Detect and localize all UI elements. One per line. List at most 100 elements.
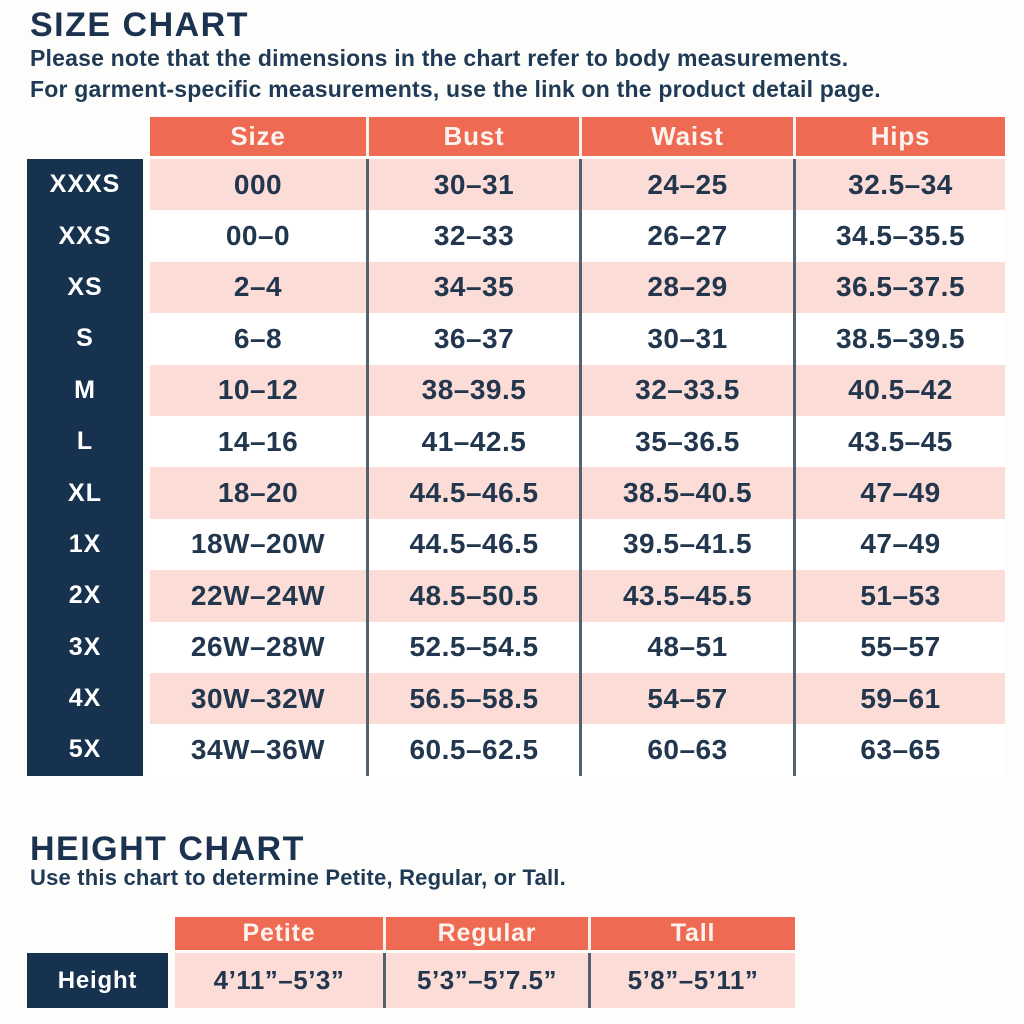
- size-cell-hips: 59–61: [793, 672, 1005, 725]
- height-cell-regular: 5’3”–5’7.5”: [383, 953, 588, 1008]
- column-gap: [143, 210, 150, 261]
- size-row-m: M 10–12 38–39.5 32–33.5 40.5–42: [27, 364, 1005, 416]
- height-col-header-tall: Tall: [588, 917, 795, 950]
- size-row-label: M: [27, 364, 143, 416]
- size-row-label: 3X: [27, 621, 143, 673]
- height-col-header-petite: Petite: [175, 917, 383, 950]
- size-col-header-size: Size: [150, 117, 366, 156]
- size-cell-size: 18W–20W: [150, 518, 366, 571]
- size-cell-hips: 34.5–35.5: [793, 210, 1005, 262]
- column-gap: [168, 953, 175, 1008]
- column-gap: [143, 365, 150, 416]
- size-cell-hips: 55–57: [793, 621, 1005, 673]
- column-gap: [143, 622, 150, 673]
- size-cell-waist: 32–33.5: [579, 364, 793, 416]
- size-cell-waist: 60–63: [579, 724, 793, 776]
- size-cell-size: 18–20: [150, 467, 366, 519]
- size-cell-bust: 44.5–46.5: [366, 518, 579, 571]
- size-cell-bust: 48.5–50.5: [366, 570, 579, 622]
- size-cell-bust: 44.5–46.5: [366, 467, 579, 519]
- size-row-xxxs: XXXS 000 30–31 24–25 32.5–34: [27, 159, 1005, 211]
- size-cell-size: 34W–36W: [150, 724, 366, 776]
- size-cell-waist: 54–57: [579, 672, 793, 725]
- column-gap: [143, 313, 150, 364]
- size-cell-bust: 56.5–58.5: [366, 672, 579, 725]
- size-row-5x: 5X 34W–36W 60.5–62.5 60–63 63–65: [27, 724, 1005, 776]
- size-row-label: 1X: [27, 518, 143, 571]
- height-col-header-regular: Regular: [383, 917, 588, 950]
- size-cell-bust: 36–37: [366, 313, 579, 365]
- size-cell-size: 000: [150, 159, 366, 211]
- height-cell-petite: 4’11”–5’3”: [175, 953, 383, 1008]
- size-row-label: S: [27, 313, 143, 365]
- size-cell-size: 14–16: [150, 415, 366, 468]
- size-cell-bust: 60.5–62.5: [366, 724, 579, 776]
- size-row-label: 2X: [27, 570, 143, 622]
- size-row-label: XL: [27, 467, 143, 519]
- size-row-2x: 2X 22W–24W 48.5–50.5 43.5–45.5 51–53: [27, 570, 1005, 622]
- height-cell-tall: 5’8”–5’11”: [588, 953, 795, 1008]
- size-cell-waist: 26–27: [579, 210, 793, 262]
- size-row-4x: 4X 30W–32W 56.5–58.5 54–57 59–61: [27, 672, 1005, 725]
- height-chart-row: Height 4’11”–5’3” 5’3”–5’7.5” 5’8”–5’11”: [27, 953, 795, 1008]
- size-row-xs: XS 2–4 34–35 28–29 36.5–37.5: [27, 261, 1005, 314]
- size-cell-bust: 30–31: [366, 159, 579, 211]
- size-cell-hips: 51–53: [793, 570, 1005, 622]
- size-cell-bust: 32–33: [366, 210, 579, 262]
- size-row-xxs: XXS 00–0 32–33 26–27 34.5–35.5: [27, 210, 1005, 262]
- size-cell-waist: 43.5–45.5: [579, 570, 793, 622]
- size-cell-waist: 39.5–41.5: [579, 518, 793, 571]
- size-cell-size: 30W–32W: [150, 672, 366, 725]
- column-gap: [143, 262, 150, 313]
- column-gap: [143, 724, 150, 775]
- size-chart-note-line1: Please note that the dimensions in the c…: [30, 45, 849, 71]
- size-cell-size: 10–12: [150, 364, 366, 416]
- size-chart-header-row: Size Bust Waist Hips: [150, 117, 1005, 156]
- size-row-label: 5X: [27, 724, 143, 776]
- column-gap: [143, 159, 150, 210]
- size-cell-bust: 52.5–54.5: [366, 621, 579, 673]
- size-cell-hips: 47–49: [793, 467, 1005, 519]
- size-cell-hips: 38.5–39.5: [793, 313, 1005, 365]
- size-chart-title: SIZE CHART: [30, 6, 249, 44]
- height-chart-header-row: Petite Regular Tall: [175, 917, 795, 950]
- size-cell-size: 2–4: [150, 261, 366, 314]
- size-row-label: L: [27, 415, 143, 468]
- size-cell-waist: 48–51: [579, 621, 793, 673]
- size-cell-waist: 24–25: [579, 159, 793, 211]
- column-gap: [143, 416, 150, 467]
- column-gap: [143, 519, 150, 570]
- size-row-xl: XL 18–20 44.5–46.5 38.5–40.5 47–49: [27, 467, 1005, 519]
- size-cell-bust: 41–42.5: [366, 415, 579, 468]
- size-cell-waist: 38.5–40.5: [579, 467, 793, 519]
- size-cell-size: 22W–24W: [150, 570, 366, 622]
- column-gap: [143, 467, 150, 518]
- size-cell-waist: 30–31: [579, 313, 793, 365]
- size-row-label: 4X: [27, 672, 143, 725]
- size-row-label: XXS: [27, 210, 143, 262]
- size-row-l: L 14–16 41–42.5 35–36.5 43.5–45: [27, 415, 1005, 468]
- size-row-s: S 6–8 36–37 30–31 38.5–39.5: [27, 313, 1005, 365]
- size-cell-hips: 36.5–37.5: [793, 261, 1005, 314]
- size-cell-waist: 35–36.5: [579, 415, 793, 468]
- size-cell-size: 26W–28W: [150, 621, 366, 673]
- size-cell-hips: 47–49: [793, 518, 1005, 571]
- size-row-1x: 1X 18W–20W 44.5–46.5 39.5–41.5 47–49: [27, 518, 1005, 571]
- size-col-header-waist: Waist: [579, 117, 793, 156]
- size-cell-size: 6–8: [150, 313, 366, 365]
- size-cell-hips: 63–65: [793, 724, 1005, 776]
- size-cell-hips: 40.5–42: [793, 364, 1005, 416]
- size-chart-note-line2: For garment-specific measurements, use t…: [30, 76, 881, 102]
- size-cell-size: 00–0: [150, 210, 366, 262]
- size-cell-bust: 38–39.5: [366, 364, 579, 416]
- size-cell-hips: 43.5–45: [793, 415, 1005, 468]
- height-chart-title: HEIGHT CHART: [30, 830, 305, 868]
- size-col-header-hips: Hips: [793, 117, 1005, 156]
- column-gap: [143, 570, 150, 621]
- size-row-label: XXXS: [27, 159, 143, 211]
- size-col-header-bust: Bust: [366, 117, 579, 156]
- size-chart-table: XXXS 000 30–31 24–25 32.5–34 XXS 00–0 32–33 26–2…: [27, 159, 1005, 776]
- size-cell-bust: 34–35: [366, 261, 579, 314]
- height-row-label: Height: [27, 953, 168, 1008]
